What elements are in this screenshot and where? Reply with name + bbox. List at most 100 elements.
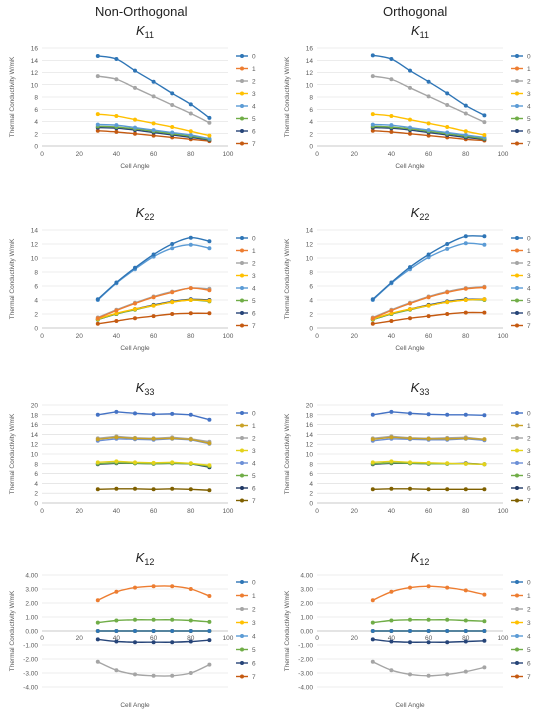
legend-label-2: 2 (252, 79, 256, 86)
x-tick-label: 0 (315, 333, 319, 340)
data-point-series-7 (463, 487, 468, 492)
data-point-series-0 (170, 242, 175, 246)
data-point-series-3 (207, 463, 212, 468)
legend-swatch-marker-6 (515, 311, 519, 315)
y-tick-label: 10 (306, 452, 314, 459)
legend-label-2: 2 (527, 607, 531, 614)
x-tick-label: 100 (223, 151, 234, 158)
legend-label-6: 6 (527, 661, 531, 668)
data-point-series-7 (370, 128, 375, 133)
data-point-series-0 (408, 265, 412, 270)
data-point-series-2 (426, 94, 431, 99)
data-point-series-0 (445, 412, 450, 417)
y-tick-label: 8 (34, 270, 38, 277)
legend-label-6: 6 (527, 311, 531, 318)
y-tick-label: 14 (306, 432, 314, 439)
legend-label-7: 7 (252, 323, 256, 330)
data-point-series-5 (370, 620, 375, 625)
data-point-series-3 (151, 460, 156, 465)
series-line-1 (372, 585, 485, 601)
y-axis-label: Thermal Conductivity W/mK (9, 413, 16, 494)
y-tick-label: -2.00 (23, 657, 38, 664)
data-point-series-3 (95, 112, 100, 117)
data-point-series-3 (408, 117, 412, 122)
chart-title: K33 (411, 380, 430, 397)
data-point-series-3 (170, 125, 175, 130)
data-point-series-3 (188, 129, 193, 134)
data-point-series-0 (482, 234, 487, 239)
chart-title-subscript: 12 (419, 557, 429, 567)
data-point-series-2 (463, 669, 468, 674)
data-point-series-3 (207, 298, 212, 303)
x-tick-label: 40 (388, 635, 396, 642)
data-point-series-0 (207, 239, 212, 244)
data-point-series-3 (170, 300, 175, 305)
x-tick-label: 40 (113, 635, 121, 642)
data-point-series-1 (207, 288, 212, 293)
data-point-series-0 (207, 115, 212, 120)
data-point-series-2 (482, 665, 487, 670)
legend-label-3: 3 (527, 273, 531, 280)
legend-swatch-marker-3 (240, 273, 244, 278)
legend-label-5: 5 (527, 647, 531, 654)
x-tick-label: 80 (187, 635, 195, 642)
data-point-series-7 (133, 131, 137, 136)
y-tick-label: 10 (306, 82, 314, 89)
data-point-series-4 (463, 132, 468, 137)
data-point-series-7 (114, 129, 119, 134)
legend-label-6: 6 (252, 129, 256, 136)
legend-label-0: 0 (252, 54, 256, 61)
y-tick-label: 2 (34, 312, 38, 319)
legend-swatch-marker-1 (240, 66, 244, 71)
legend-label-0: 0 (527, 54, 531, 61)
legend-label-7: 7 (252, 498, 256, 505)
legend-swatch-marker-0 (515, 54, 519, 58)
data-point-series-1 (389, 435, 394, 440)
data-point-series-6 (207, 638, 212, 643)
data-point-series-3 (389, 459, 394, 464)
legend-label-4: 4 (527, 286, 531, 293)
data-point-series-1 (170, 290, 175, 295)
data-point-series-2 (151, 673, 156, 678)
chart-title-subscript: 12 (144, 557, 154, 567)
data-point-series-1 (445, 436, 450, 441)
legend-swatch-marker-0 (240, 236, 244, 240)
data-point-series-7 (482, 310, 487, 315)
data-point-series-0 (445, 242, 450, 246)
legend-label-4: 4 (252, 286, 256, 293)
legend-label-4: 4 (252, 461, 256, 468)
data-point-series-2 (408, 672, 412, 677)
legend-swatch-marker-4 (515, 104, 519, 108)
data-point-series-7 (114, 486, 119, 491)
data-point-series-4 (463, 241, 468, 246)
legend-label-7: 7 (527, 498, 531, 505)
y-tick-label: 12 (31, 242, 39, 249)
data-point-series-7 (426, 487, 431, 492)
legend-swatch-marker-5 (240, 116, 244, 121)
x-tick-label: 100 (223, 635, 234, 642)
y-tick-label: 6 (309, 107, 313, 114)
x-tick-label: 100 (498, 508, 509, 515)
data-point-series-1 (482, 592, 487, 597)
data-point-series-1 (114, 589, 119, 594)
data-point-series-4 (95, 122, 100, 127)
legend-label-6: 6 (252, 661, 256, 668)
data-point-series-2 (426, 673, 431, 678)
chart-k12-orthogonal: K12-4.00-3.00-2.00-1.000.001.002.003.004… (284, 550, 531, 709)
data-point-series-0 (133, 68, 137, 73)
data-point-series-0 (133, 265, 137, 270)
legend-swatch-marker-1 (515, 66, 519, 71)
legend-label-0: 0 (252, 411, 256, 418)
y-tick-label: 6 (34, 471, 38, 478)
chart-title: K22 (411, 205, 430, 222)
legend-swatch-marker-7 (515, 674, 519, 679)
data-point-series-5 (426, 617, 431, 622)
x-tick-label: 100 (498, 333, 509, 340)
data-point-series-4 (445, 130, 450, 135)
data-point-series-1 (370, 598, 375, 603)
chart-title-letter: K (136, 550, 146, 565)
data-point-series-0 (408, 68, 412, 73)
legend-label-7: 7 (527, 674, 531, 681)
